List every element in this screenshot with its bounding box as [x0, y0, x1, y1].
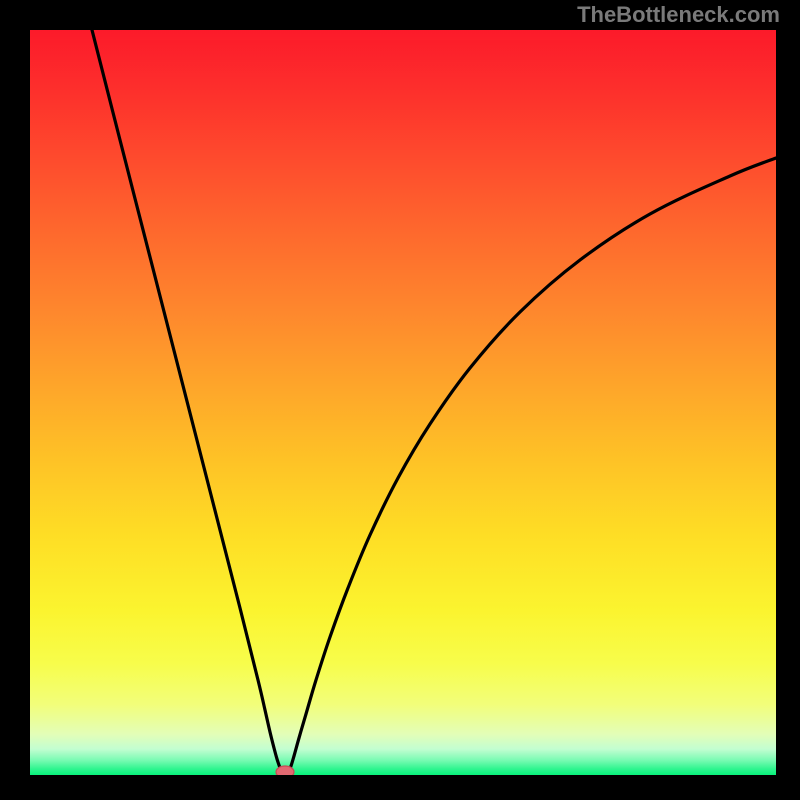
chart-container: TheBottleneck.com [0, 0, 800, 800]
plot-area [30, 30, 776, 775]
watermark-text: TheBottleneck.com [577, 2, 780, 28]
gradient-background [30, 30, 776, 775]
min-marker [276, 766, 294, 775]
